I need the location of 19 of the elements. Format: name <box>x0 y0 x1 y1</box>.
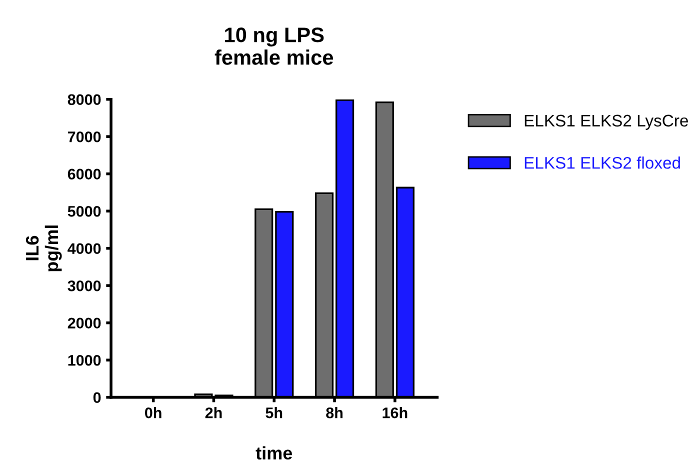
x-tick-label: 2h <box>205 407 222 418</box>
x-axis-title: time <box>256 446 292 460</box>
y-axis-title: IL6 pg/ml <box>26 226 62 272</box>
y-tick-label: 8000 <box>68 94 101 106</box>
x-tick-label: 5h <box>266 407 282 418</box>
legend-label: ELKS1 ELKS2 floxed <box>524 156 680 169</box>
y-tick-label: 1000 <box>68 354 101 366</box>
y-tick-label: 6000 <box>68 168 101 180</box>
chart-title: 10 ng LPS female mice <box>214 28 334 65</box>
y-tick-label: 2000 <box>68 318 101 329</box>
y-tick-label: 7000 <box>68 131 101 142</box>
y-tick-label: 3000 <box>68 280 101 292</box>
y-tick-label: 5000 <box>68 206 101 217</box>
y-tick-label: 0 <box>93 392 101 404</box>
x-tick-label: 0h <box>145 407 162 418</box>
y-tick-label: 4000 <box>68 243 101 254</box>
x-tick-label: 8h <box>326 407 343 418</box>
legend-label: ELKS1 ELKS2 LysCre <box>524 114 688 130</box>
x-tick-label: 16h <box>382 407 408 418</box>
